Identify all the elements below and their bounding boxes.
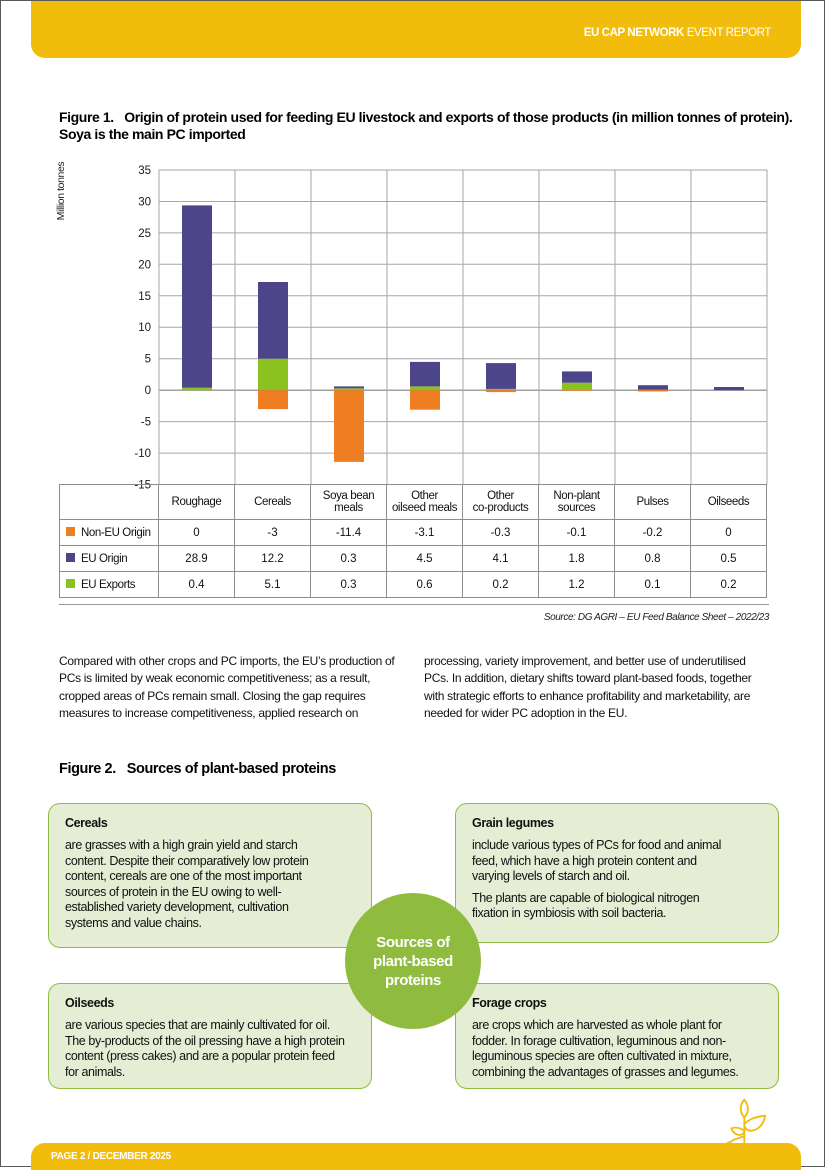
svg-text:-10: -10 xyxy=(134,448,151,460)
svg-text:5: 5 xyxy=(145,354,151,366)
svg-text:10: 10 xyxy=(138,322,151,334)
svg-text:20: 20 xyxy=(138,259,151,271)
svg-text:30: 30 xyxy=(138,197,151,209)
svg-text:25: 25 xyxy=(138,228,151,240)
svg-text:-5: -5 xyxy=(141,417,151,429)
svg-text:35: 35 xyxy=(138,165,151,177)
svg-text:15: 15 xyxy=(138,291,151,303)
svg-text:0: 0 xyxy=(145,385,151,397)
